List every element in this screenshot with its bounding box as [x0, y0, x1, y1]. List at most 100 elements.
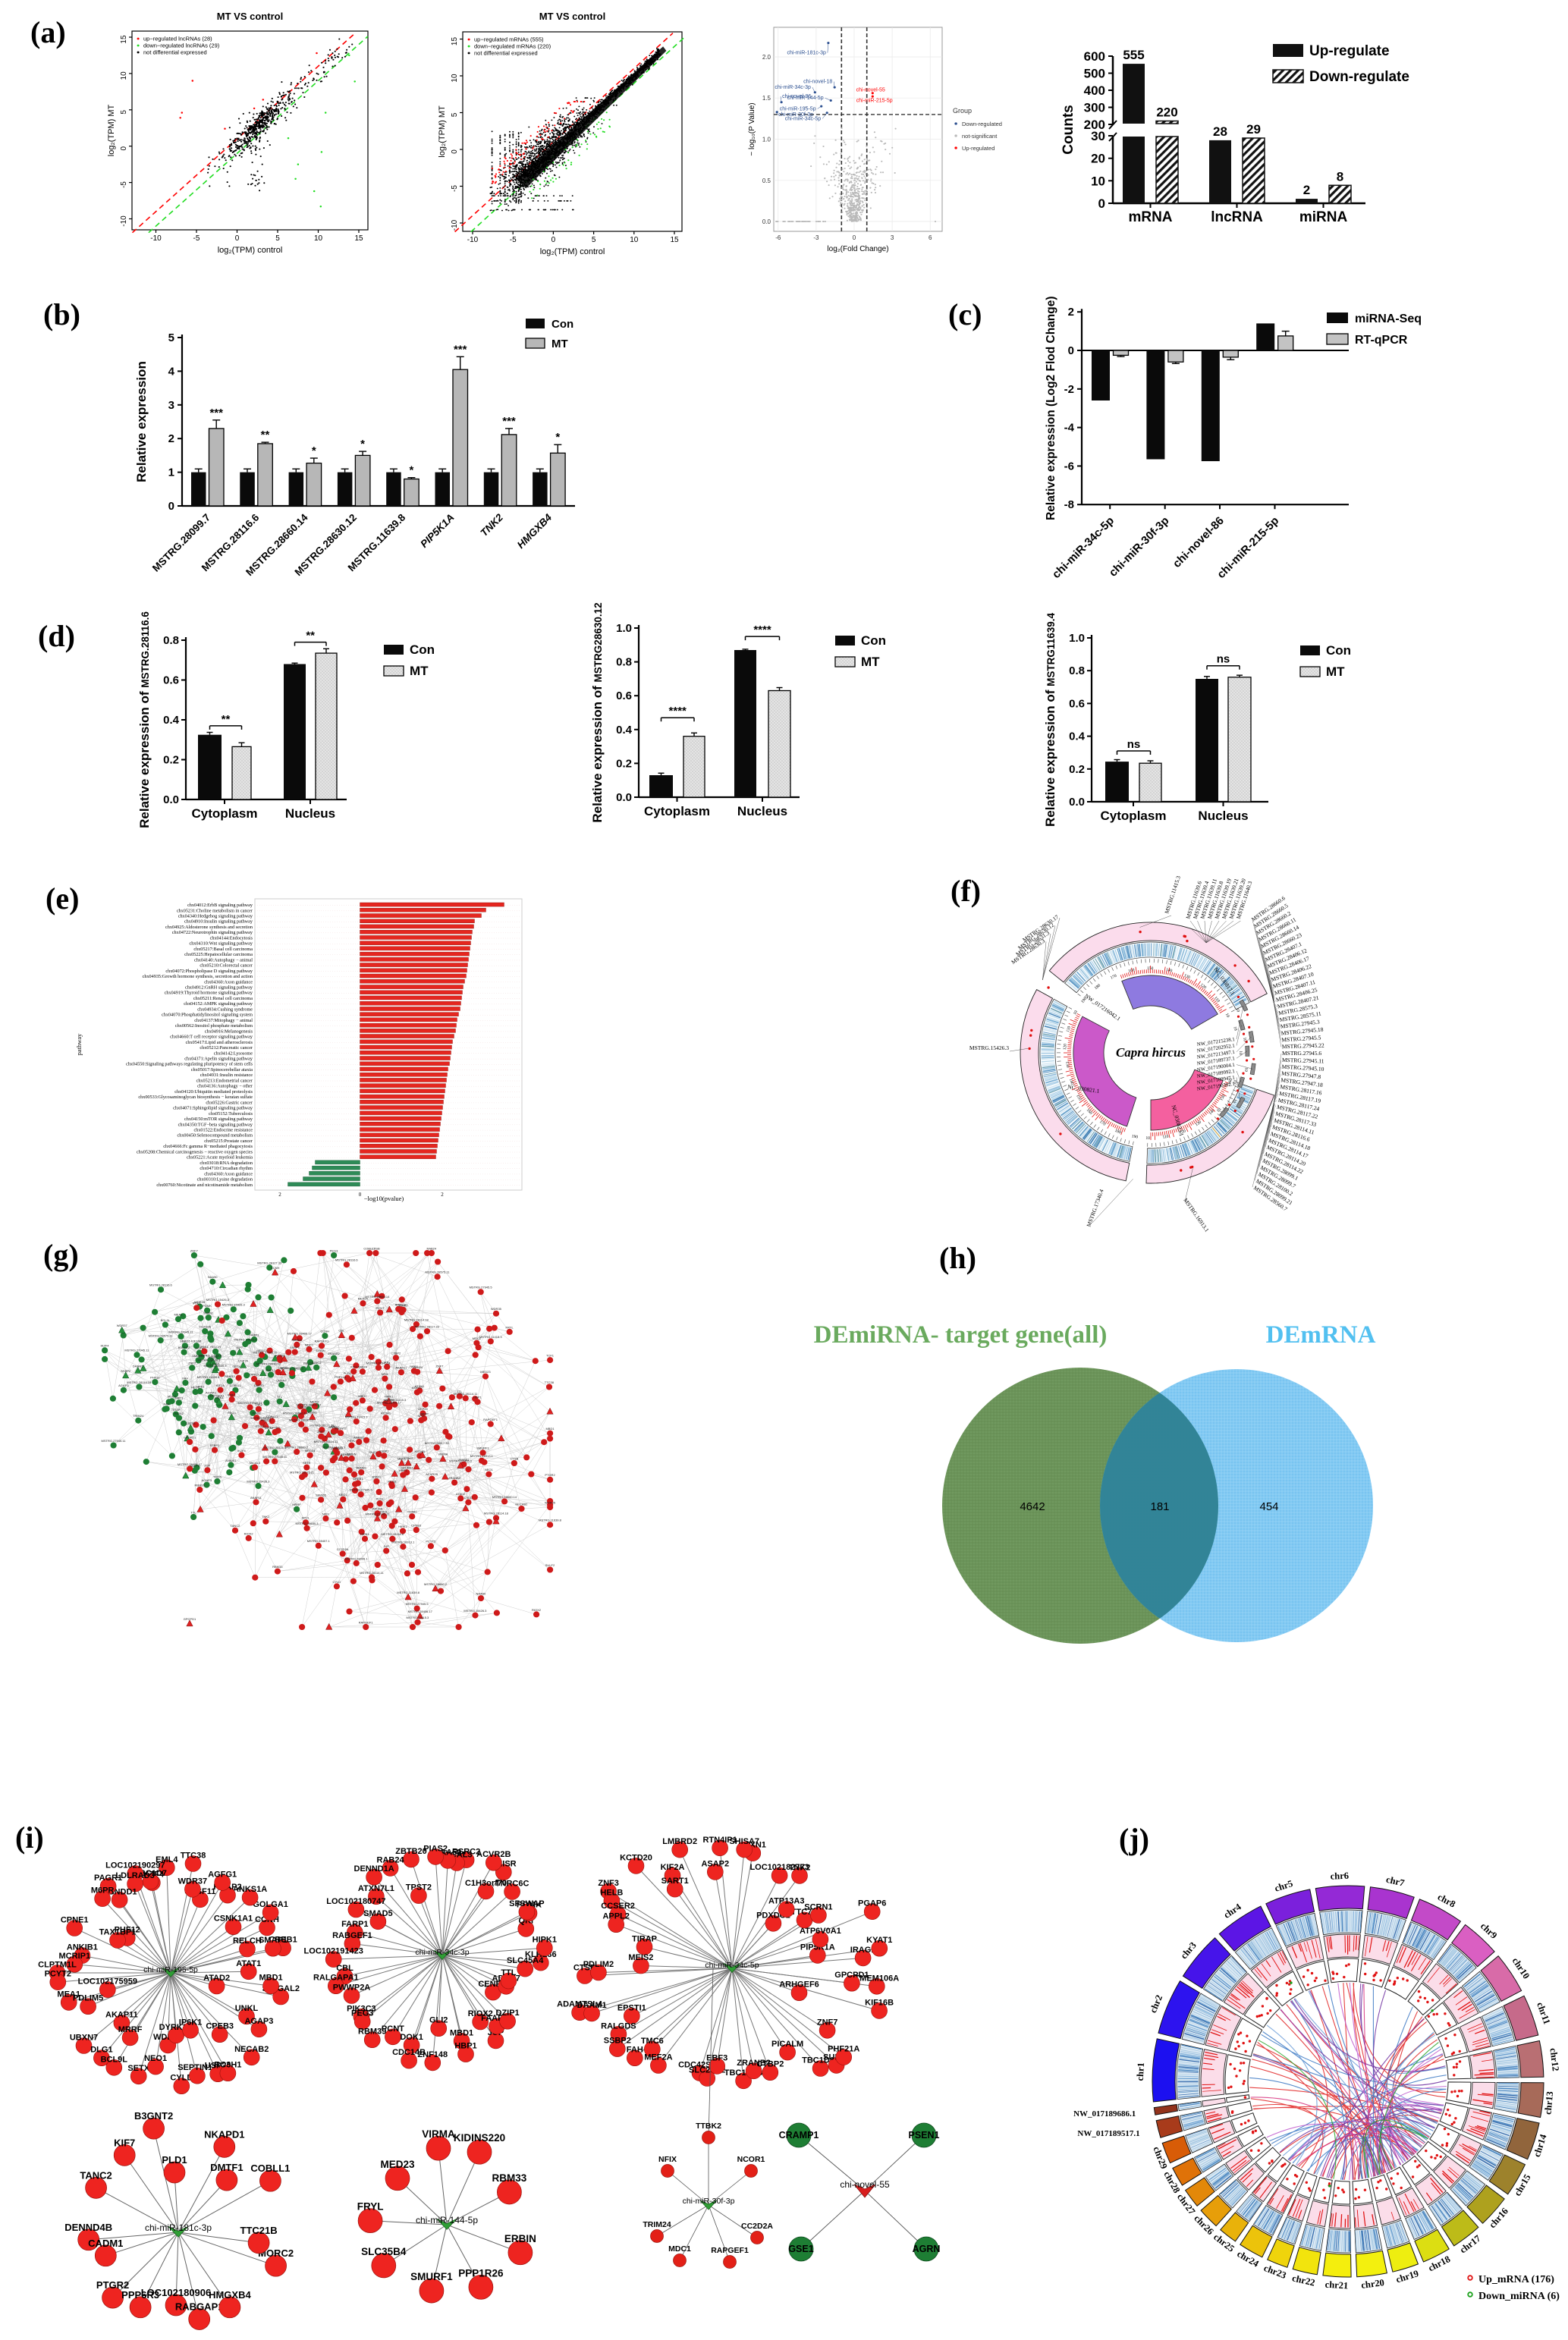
svg-text:ZNF7: ZNF7 [435, 1365, 444, 1368]
svg-text:TTL: TTL [277, 1395, 283, 1399]
svg-text:*: * [555, 431, 560, 444]
svg-text:MSTRG.28660.14: MSTRG.28660.14 [365, 1295, 390, 1299]
svg-text:CTBP2: CTBP2 [756, 2060, 784, 2069]
svg-text:chx04137:Mitophagy − animal: chx04137:Mitophagy − animal [194, 1018, 253, 1023]
svg-text:1: 1 [168, 466, 174, 479]
svg-text:FRYL: FRYL [506, 1325, 514, 1329]
svg-text:PLD1: PLD1 [376, 1497, 384, 1500]
svg-text:SART1: SART1 [661, 1877, 689, 1886]
svg-text:(f): (f) [951, 874, 981, 908]
svg-text:FRYL: FRYL [357, 2201, 384, 2213]
svg-text:MSTRG.28114.18: MSTRG.28114.18 [484, 1512, 509, 1516]
svg-text:MDC1: MDC1 [168, 1395, 177, 1399]
svg-text:COBLL1: COBLL1 [230, 1384, 242, 1387]
svg-text:KIF7: KIF7 [237, 1346, 244, 1349]
svg-text:SSBP2: SSBP2 [209, 1443, 220, 1447]
svg-text:110: 110 [1066, 1026, 1072, 1033]
svg-text:chi-miR-30f-3p: chi-miR-30f-3p [1107, 514, 1172, 580]
svg-text:PDLIM2: PDLIM2 [583, 1960, 614, 1969]
svg-text:**: ** [306, 630, 315, 642]
svg-text:TMC6: TMC6 [213, 1475, 222, 1478]
svg-text:AGRN: AGRN [913, 2244, 941, 2254]
svg-text:0: 0 [168, 500, 174, 513]
svg-text:MSTRG.27945.11: MSTRG.27945.11 [253, 1350, 278, 1354]
svg-text:MBD1: MBD1 [259, 1974, 283, 1983]
svg-text:SMURF1: SMURF1 [410, 2271, 453, 2282]
svg-text:200: 200 [1084, 118, 1105, 132]
svg-text:PLD1: PLD1 [212, 1362, 221, 1365]
svg-text:1.0: 1.0 [616, 622, 632, 635]
svg-text:MSTRG.28660.14: MSTRG.28660.14 [492, 1495, 517, 1499]
svg-text:ATXN1: ATXN1 [307, 1411, 317, 1415]
svg-text:MED23: MED23 [256, 1349, 267, 1352]
svg-text:chx04012:ErbB signaling pathwa: chx04012:ErbB signaling pathway [187, 903, 253, 908]
svg-text:PEG3: PEG3 [388, 1480, 396, 1484]
svg-text:IP6K1: IP6K1 [200, 1345, 209, 1349]
svg-text:30: 30 [1091, 129, 1105, 143]
svg-text:PEG3: PEG3 [228, 1411, 236, 1415]
svg-text:chx00310:Lysine degradation: chx00310:Lysine degradation [197, 1177, 253, 1183]
svg-text:RTN4IP1: RTN4IP1 [702, 1836, 737, 1845]
svg-text:PDLIM5: PDLIM5 [73, 1994, 103, 2003]
svg-text:Up-regulate: Up-regulate [1309, 43, 1390, 59]
svg-text:MORC2: MORC2 [258, 2247, 294, 2259]
svg-text:UBXN7: UBXN7 [276, 1378, 287, 1382]
svg-text:10: 10 [120, 71, 128, 80]
svg-text:0: 0 [1068, 344, 1074, 357]
svg-text:LOC102175959: LOC102175959 [78, 1977, 137, 1987]
svg-text:RABGEF1: RABGEF1 [332, 1931, 372, 1940]
svg-text:ZNF7: ZNF7 [817, 2018, 838, 2027]
svg-text:chi-novel-18: chi-novel-18 [803, 80, 832, 85]
svg-text:EML4: EML4 [156, 1855, 178, 1864]
svg-text:KIDINS220: KIDINS220 [454, 2132, 505, 2144]
svg-text:190: 190 [1080, 997, 1088, 1004]
svg-text:MEIS2: MEIS2 [300, 1405, 310, 1409]
svg-text:SMURF1: SMURF1 [192, 1354, 205, 1358]
svg-text:0.4: 0.4 [616, 724, 633, 737]
svg-text:CTSB: CTSB [573, 1964, 596, 1973]
svg-text:MSTRG.28116.6: MSTRG.28116.6 [263, 1446, 286, 1450]
svg-text:4642: 4642 [1020, 1500, 1045, 1513]
svg-text:MSTRG.16913.1: MSTRG.16913.1 [391, 1541, 415, 1544]
svg-text:CCNH: CCNH [271, 1266, 280, 1270]
svg-text:CYLD: CYLD [170, 2074, 193, 2083]
svg-text:-10: -10 [120, 215, 128, 227]
svg-text:10: 10 [1234, 1007, 1240, 1013]
svg-text:LOC102191423: LOC102191423 [304, 1947, 363, 1956]
svg-text:chx04912:GnRH signaling pathwa: chx04912:GnRH signaling pathway [185, 985, 253, 991]
svg-text:10: 10 [630, 236, 639, 244]
svg-text:(i): (i) [15, 1820, 44, 1855]
svg-text:RT-qPCR: RT-qPCR [1355, 334, 1408, 347]
svg-text:CLPTM1L: CLPTM1L [38, 1961, 77, 1970]
svg-text:Con: Con [410, 642, 435, 657]
svg-text:190: 190 [1131, 1134, 1138, 1140]
svg-text:MSTRG.15426.3: MSTRG.15426.3 [206, 1298, 230, 1302]
svg-text:IP6K1: IP6K1 [179, 2018, 203, 2027]
svg-text:DLG1: DLG1 [369, 1450, 378, 1454]
svg-text:MBD1: MBD1 [397, 1456, 407, 1460]
svg-text:0.0: 0.0 [163, 793, 179, 806]
svg-text:RSRC2: RSRC2 [452, 1848, 480, 1857]
svg-text:TNK2: TNK2 [478, 511, 505, 539]
svg-text:RBM33: RBM33 [356, 1466, 366, 1470]
svg-text:chx04120:Ubiquitin mediated pr: chx04120:Ubiquitin mediated proteolysis [174, 1089, 253, 1095]
svg-text:USP20: USP20 [278, 1366, 288, 1370]
svg-text:Up-regulated: Up-regulated [962, 145, 995, 152]
svg-text:log₂(TPM) MT: log₂(TPM) MT [107, 105, 116, 157]
svg-text:chi-novel-86: chi-novel-86 [1171, 514, 1227, 570]
svg-text:***: *** [454, 343, 467, 356]
svg-text:FAH: FAH [164, 1402, 170, 1406]
svg-text:LDLRAD3: LDLRAD3 [115, 1871, 154, 1880]
svg-text:MEA1: MEA1 [174, 1313, 183, 1317]
svg-text:10: 10 [314, 234, 323, 243]
svg-text:chi-miR-195-5p: chi-miR-195-5p [780, 106, 816, 112]
svg-text:TTBK2: TTBK2 [404, 1456, 413, 1460]
svg-text:MSTRG.28407.1: MSTRG.28407.1 [307, 1539, 331, 1543]
svg-text:180: 180 [1094, 983, 1101, 991]
svg-text:4: 4 [168, 365, 175, 378]
svg-text:MT: MT [861, 655, 880, 669]
svg-text:PCYT2: PCYT2 [426, 1540, 436, 1544]
svg-text:FAH: FAH [182, 1376, 188, 1380]
svg-text:RAPGEF1: RAPGEF1 [483, 1418, 498, 1421]
svg-text:MSTRG.17340.4: MSTRG.17340.4 [1085, 1188, 1105, 1227]
